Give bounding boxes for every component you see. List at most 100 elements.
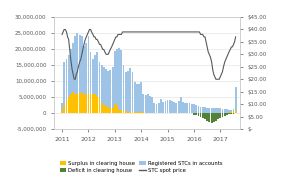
- STC spot price: [111, 43, 114, 45]
- Bar: [105, 106, 107, 113]
- Bar: [109, 70, 111, 113]
- Bar: [76, 33, 78, 113]
- Bar: [87, 36, 89, 113]
- Bar: [182, 102, 184, 113]
- STC spot price: [60, 33, 64, 35]
- Bar: [120, 110, 122, 113]
- Bar: [61, 103, 63, 113]
- Bar: [74, 36, 76, 113]
- Bar: [226, 113, 228, 115]
- Bar: [235, 113, 237, 114]
- STC spot price: [72, 78, 76, 80]
- Bar: [123, 65, 124, 113]
- Bar: [116, 49, 118, 113]
- Bar: [87, 93, 89, 113]
- Bar: [200, 113, 201, 117]
- Bar: [85, 95, 87, 113]
- STC spot price: [189, 31, 193, 33]
- Bar: [132, 112, 133, 113]
- STC spot price: [132, 31, 135, 33]
- Bar: [186, 103, 188, 113]
- Bar: [127, 112, 129, 113]
- Bar: [215, 113, 217, 121]
- Bar: [230, 112, 232, 113]
- Bar: [204, 107, 206, 113]
- STC spot price: [209, 56, 212, 58]
- Bar: [76, 94, 78, 113]
- Bar: [211, 113, 213, 123]
- Bar: [132, 72, 133, 113]
- Bar: [125, 111, 127, 113]
- Bar: [222, 113, 223, 117]
- Bar: [149, 112, 151, 113]
- Bar: [118, 110, 120, 113]
- Bar: [202, 113, 204, 118]
- Bar: [151, 97, 153, 113]
- Bar: [158, 103, 160, 113]
- Bar: [219, 108, 221, 113]
- STC spot price: [173, 31, 177, 33]
- Bar: [112, 67, 114, 113]
- Bar: [235, 87, 237, 113]
- Bar: [164, 101, 166, 113]
- Bar: [213, 108, 215, 113]
- Bar: [219, 113, 221, 118]
- Bar: [147, 112, 149, 113]
- Bar: [193, 113, 195, 115]
- Bar: [180, 97, 182, 113]
- Bar: [90, 94, 91, 113]
- Bar: [63, 62, 65, 113]
- Bar: [226, 109, 228, 113]
- Bar: [81, 92, 83, 113]
- Bar: [138, 112, 140, 113]
- Bar: [233, 111, 234, 113]
- Bar: [112, 108, 114, 113]
- Bar: [114, 104, 116, 113]
- Bar: [107, 71, 109, 113]
- Bar: [83, 46, 85, 113]
- Bar: [101, 103, 103, 113]
- Bar: [101, 65, 103, 113]
- Bar: [99, 62, 100, 113]
- Bar: [149, 96, 151, 113]
- Bar: [118, 48, 120, 113]
- Bar: [224, 109, 226, 113]
- Bar: [204, 113, 206, 119]
- Bar: [211, 108, 213, 113]
- Bar: [90, 52, 91, 113]
- STC spot price: [119, 33, 122, 35]
- Bar: [70, 94, 72, 113]
- Bar: [96, 96, 98, 113]
- Bar: [195, 113, 197, 115]
- Bar: [94, 55, 96, 113]
- Bar: [178, 101, 180, 113]
- Bar: [217, 108, 219, 113]
- Bar: [92, 95, 94, 113]
- Bar: [123, 111, 124, 113]
- Bar: [134, 112, 136, 113]
- STC spot price: [234, 36, 237, 38]
- Bar: [217, 113, 219, 119]
- Bar: [79, 93, 81, 113]
- Bar: [169, 100, 171, 113]
- Bar: [96, 52, 98, 113]
- Bar: [191, 104, 193, 113]
- Bar: [136, 112, 138, 113]
- Bar: [156, 104, 157, 113]
- Bar: [233, 109, 234, 113]
- Bar: [213, 113, 215, 122]
- Bar: [175, 103, 177, 113]
- Bar: [68, 97, 70, 113]
- Bar: [129, 112, 131, 113]
- Bar: [120, 50, 122, 113]
- Bar: [61, 111, 63, 113]
- Bar: [92, 59, 94, 113]
- Bar: [81, 36, 83, 113]
- Bar: [142, 94, 144, 113]
- Bar: [233, 113, 234, 114]
- Bar: [173, 102, 175, 113]
- Bar: [206, 113, 208, 121]
- Bar: [127, 71, 129, 113]
- Bar: [85, 43, 87, 113]
- Bar: [94, 95, 96, 113]
